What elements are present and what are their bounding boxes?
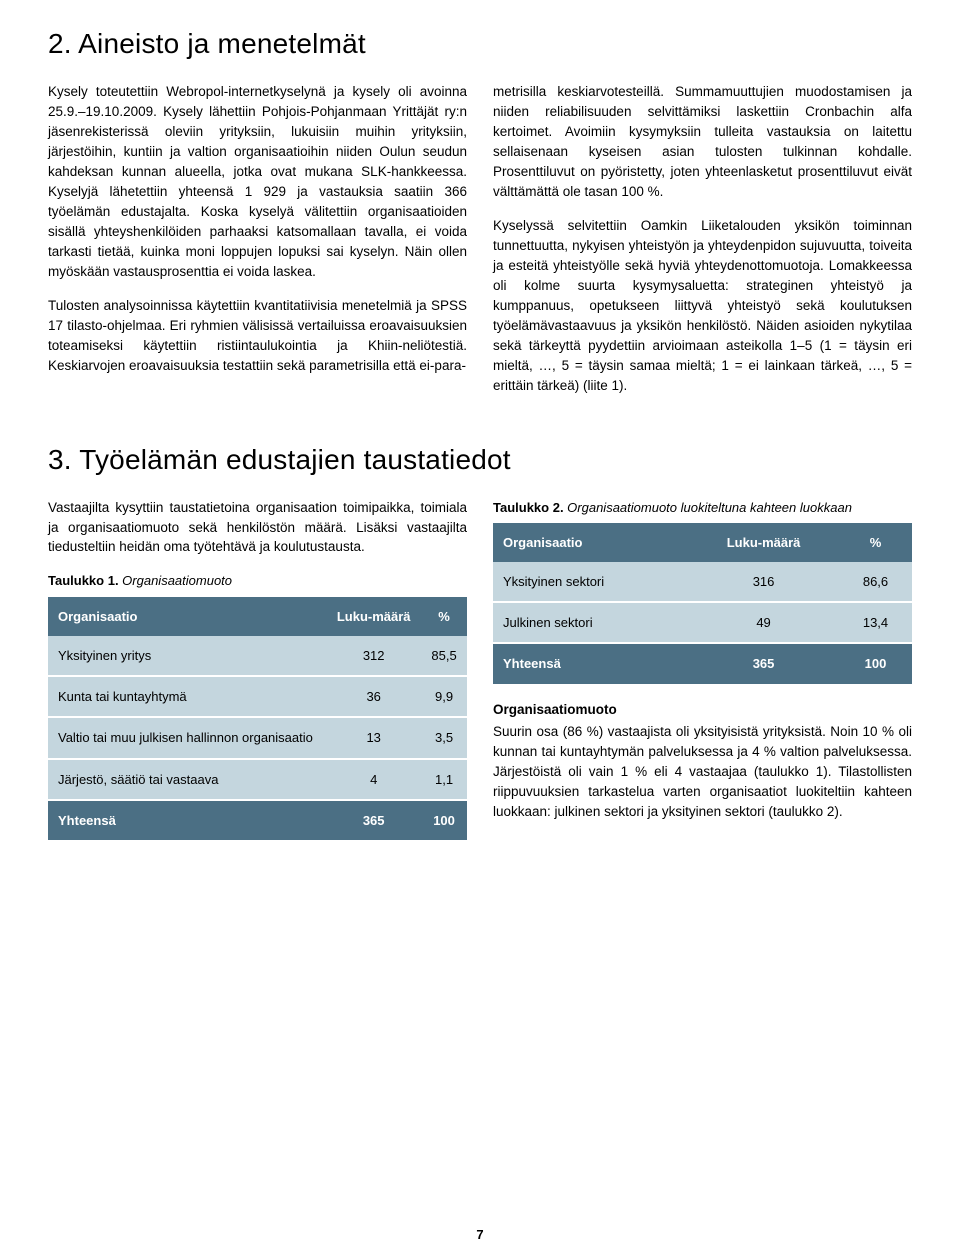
section3-left-col: Vastaajilta kysyttiin taustatietoina org…	[48, 498, 467, 843]
table2-r0-label: Yksityinen sektori	[493, 562, 688, 602]
table2-total-label: Yhteensä	[493, 643, 688, 684]
table1-r1-pct: 9,9	[421, 676, 467, 717]
table-row: Valtio tai muu julkisen hallinnon organi…	[48, 717, 467, 758]
section3-left-p1: Vastaajilta kysyttiin taustatietoina org…	[48, 498, 467, 558]
table1-col1: Luku-määrä	[326, 597, 421, 636]
table2-total-pct: 100	[839, 643, 912, 684]
table1-col2: %	[421, 597, 467, 636]
table2-r1-pct: 13,4	[839, 602, 912, 643]
section3-columns: Vastaajilta kysyttiin taustatietoina org…	[48, 498, 912, 843]
table1-r0-label: Yksityinen yritys	[48, 636, 326, 676]
table1-total-row: Yhteensä 365 100	[48, 800, 467, 841]
table1-caption-ital: Organisaatiomuoto	[119, 573, 232, 588]
section2-right-p1: metrisilla keskiarvotesteillä. Summamuut…	[493, 82, 912, 202]
table1-r2-pct: 3,5	[421, 717, 467, 758]
table2-r0-pct: 86,6	[839, 562, 912, 602]
table2-r1-count: 49	[688, 602, 839, 643]
table1-total-label: Yhteensä	[48, 800, 326, 841]
table1-r3-pct: 1,1	[421, 759, 467, 800]
table1-r0-count: 312	[326, 636, 421, 676]
table-row: Järjestö, säätiö tai vastaava 4 1,1	[48, 759, 467, 800]
table1-total-count: 365	[326, 800, 421, 841]
table2-total-row: Yhteensä 365 100	[493, 643, 912, 684]
table2-col2: %	[839, 523, 912, 562]
section2-right-col: metrisilla keskiarvotesteillä. Summamuut…	[493, 82, 912, 410]
table-row: Kunta tai kuntayhtymä 36 9,9	[48, 676, 467, 717]
table1-r3-label: Järjestö, säätiö tai vastaava	[48, 759, 326, 800]
table2-col1: Luku-määrä	[688, 523, 839, 562]
table1-total-pct: 100	[421, 800, 467, 841]
table2-r1-label: Julkinen sektori	[493, 602, 688, 643]
section3-right-p1: Suurin osa (86 %) vastaajista oli yksity…	[493, 722, 912, 822]
table2-caption-ital: Organisaatiomuoto luokiteltuna kahteen l…	[564, 500, 852, 515]
table2-header-row: Organisaatio Luku-määrä %	[493, 523, 912, 562]
table1-r0-pct: 85,5	[421, 636, 467, 676]
table1-caption-bold: Taulukko 1.	[48, 573, 119, 588]
table2-col0: Organisaatio	[493, 523, 688, 562]
table1-r2-count: 13	[326, 717, 421, 758]
table-row: Yksityinen yritys 312 85,5	[48, 636, 467, 676]
section2-heading: 2. Aineisto ja menetelmät	[48, 28, 912, 60]
section2-left-col: Kysely toteutettiin Webropol-internetkys…	[48, 82, 467, 410]
page-number: 7	[476, 1227, 483, 1242]
table2-caption: Taulukko 2. Organisaatiomuoto luokiteltu…	[493, 498, 912, 517]
table1-r1-count: 36	[326, 676, 421, 717]
section2-left-p2: Tulosten analysoinnissa käytettiin kvant…	[48, 296, 467, 376]
section3: 3. Työelämän edustajien taustatiedot Vas…	[48, 444, 912, 843]
section2-right-p2: Kyselyssä selvitettiin Oamkin Liiketalou…	[493, 216, 912, 396]
table1-header-row: Organisaatio Luku-määrä %	[48, 597, 467, 636]
section3-heading: 3. Työelämän edustajien taustatiedot	[48, 444, 912, 476]
table2-r0-count: 316	[688, 562, 839, 602]
table2-caption-bold: Taulukko 2.	[493, 500, 564, 515]
section2-left-p1: Kysely toteutettiin Webropol-internetkys…	[48, 82, 467, 282]
table-row: Yksityinen sektori 316 86,6	[493, 562, 912, 602]
table1-r2-label: Valtio tai muu julkisen hallinnon organi…	[48, 717, 326, 758]
table-row: Julkinen sektori 49 13,4	[493, 602, 912, 643]
table2: Organisaatio Luku-määrä % Yksityinen sek…	[493, 523, 912, 686]
section3-right-subheading: Organisaatiomuoto	[493, 700, 912, 720]
table1-col0: Organisaatio	[48, 597, 326, 636]
table1: Organisaatio Luku-määrä % Yksityinen yri…	[48, 597, 467, 842]
table2-total-count: 365	[688, 643, 839, 684]
table1-r1-label: Kunta tai kuntayhtymä	[48, 676, 326, 717]
section2-columns: Kysely toteutettiin Webropol-internetkys…	[48, 82, 912, 410]
section3-right-col: Taulukko 2. Organisaatiomuoto luokiteltu…	[493, 498, 912, 843]
table1-r3-count: 4	[326, 759, 421, 800]
table1-caption: Taulukko 1. Organisaatiomuoto	[48, 571, 467, 590]
